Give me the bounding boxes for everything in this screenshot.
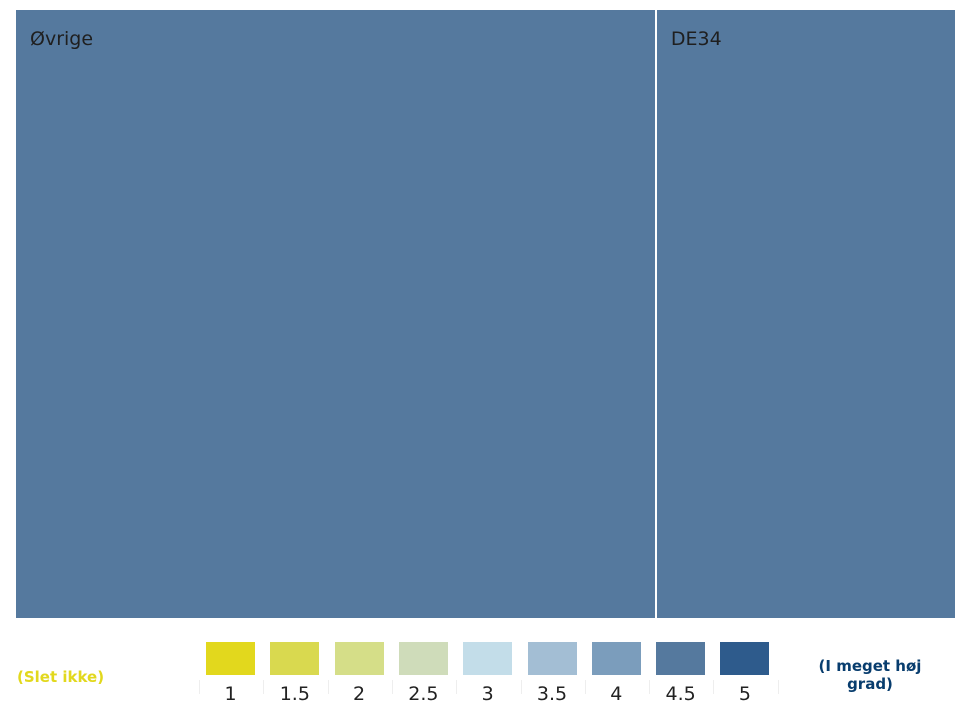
tile-label: DE34 [670, 28, 722, 50]
legend-tick-separator [649, 680, 651, 694]
legend-swatch [591, 642, 641, 675]
legend-swatch [334, 642, 384, 675]
legend-swatch [270, 642, 320, 675]
legend-tick-separator [520, 680, 522, 694]
treemap-tile-ovrige[interactable]: Øvrige [16, 10, 655, 618]
legend-tick-separator [263, 680, 265, 694]
legend-tick-label: 3.5 [536, 683, 568, 705]
legend-swatch [398, 642, 448, 675]
legend-swatch [206, 642, 255, 675]
legend-tick-separator [584, 680, 586, 694]
legend-tick-separator [777, 680, 779, 694]
legend-tick-separator [199, 680, 200, 694]
legend-tick-separator [713, 680, 715, 694]
legend-tick-label: 1.5 [279, 683, 310, 705]
legend-tick-label: 3 [481, 683, 494, 705]
legend-tick-separator [456, 680, 458, 694]
legend-swatch [463, 642, 513, 675]
legend-tick-separator [391, 680, 393, 694]
legend-tick-label: 4 [610, 683, 623, 705]
legend-tick-label: 2 [353, 683, 366, 705]
legend-low-label: (Slet ikke) [17, 668, 105, 686]
treemap-tile-de34[interactable]: DE34 [656, 10, 955, 618]
legend-tick-label: 5 [738, 683, 751, 705]
legend-high-label: (I meget høj grad) [818, 657, 922, 693]
color-legend: (Slet ikke) (I meget høj grad) 1 1.5 2 2.5 3… [0, 620, 955, 705]
legend-swatch [656, 642, 706, 675]
legend-tick-label: 2.5 [408, 683, 439, 705]
legend-tick-label: 1 [224, 683, 237, 705]
tile-label: Øvrige [30, 28, 94, 50]
legend-tick-separator [327, 680, 329, 694]
legend-swatch [527, 642, 577, 675]
legend-tick-label: 4.5 [665, 683, 696, 705]
legend-swatch [720, 642, 770, 675]
